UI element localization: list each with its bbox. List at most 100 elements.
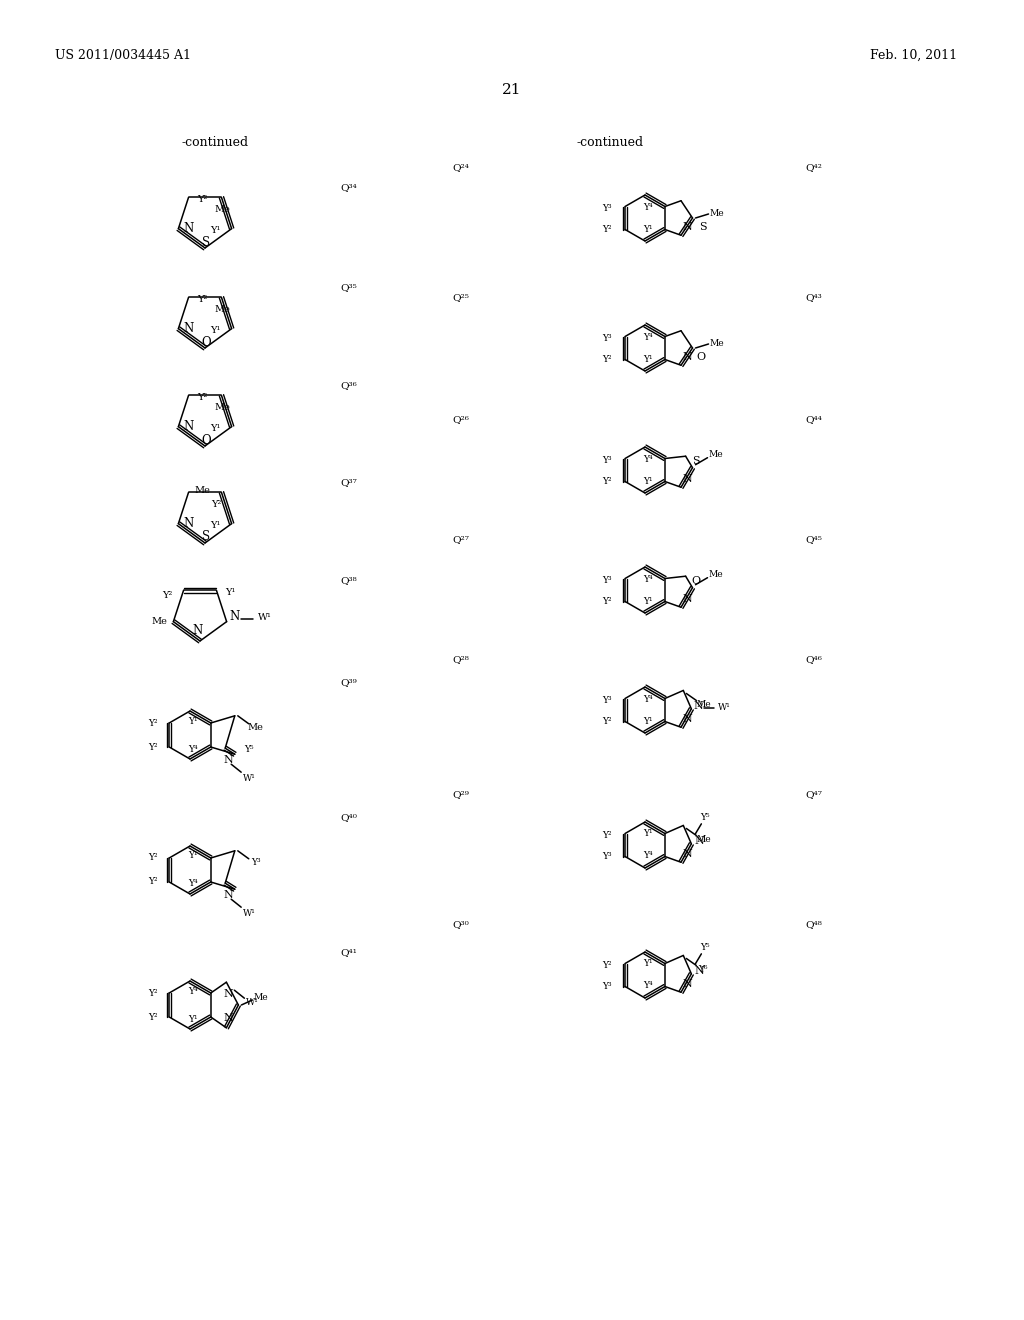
Text: W¹: W¹: [243, 908, 256, 917]
Text: -continued: -continued: [577, 136, 643, 149]
Text: N: N: [694, 966, 705, 975]
Text: Q³⁶: Q³⁶: [340, 381, 356, 391]
Text: Y¹: Y¹: [211, 226, 221, 235]
Text: Y²: Y²: [148, 878, 158, 887]
Text: Y³: Y³: [602, 982, 612, 991]
Text: Y²: Y²: [148, 742, 158, 751]
Text: Y⁴: Y⁴: [643, 574, 653, 583]
Text: Y²: Y²: [602, 832, 612, 840]
Text: Y⁴: Y⁴: [188, 986, 198, 995]
Text: Me: Me: [152, 618, 167, 626]
Text: W¹: W¹: [243, 774, 256, 783]
Text: N: N: [682, 352, 692, 362]
Text: Q⁴⁴: Q⁴⁴: [805, 416, 822, 425]
Text: Y⁴: Y⁴: [188, 744, 198, 754]
Text: N: N: [682, 594, 692, 605]
Text: Y²: Y²: [198, 195, 208, 203]
Text: Q³⁸: Q³⁸: [340, 577, 356, 586]
Text: Y¹: Y¹: [643, 717, 652, 726]
Text: Y⁵: Y⁵: [244, 744, 254, 754]
Text: Me: Me: [214, 403, 230, 412]
Text: Q³⁹: Q³⁹: [340, 678, 356, 688]
Text: Y³: Y³: [602, 334, 612, 343]
Text: Q²⁴: Q²⁴: [452, 164, 469, 173]
Text: Y²: Y²: [602, 961, 612, 970]
Text: Me: Me: [696, 700, 711, 709]
Text: Y¹: Y¹: [211, 521, 221, 531]
Text: O: O: [691, 577, 700, 586]
Text: Y²: Y²: [602, 717, 612, 726]
Text: Q³⁵: Q³⁵: [340, 284, 356, 293]
Text: Y¹: Y¹: [188, 1015, 198, 1023]
Text: Me: Me: [195, 486, 211, 495]
Text: Y²: Y²: [198, 393, 208, 401]
Text: N: N: [682, 714, 692, 725]
Text: Me: Me: [710, 209, 724, 218]
Text: Y²: Y²: [602, 224, 612, 234]
Text: Y⁴: Y⁴: [643, 333, 653, 342]
Text: Y²: Y²: [602, 355, 612, 364]
Text: Q³⁰: Q³⁰: [452, 920, 469, 929]
Text: Y¹: Y¹: [225, 587, 236, 597]
Text: O: O: [201, 335, 211, 348]
Text: N: N: [223, 1012, 233, 1023]
Text: N: N: [183, 517, 194, 531]
Text: Me: Me: [253, 994, 267, 1002]
Text: Y⁵: Y⁵: [700, 813, 711, 822]
Text: Me: Me: [710, 338, 724, 347]
Text: Q⁴⁵: Q⁴⁵: [805, 536, 822, 544]
Text: Q⁴⁸: Q⁴⁸: [805, 920, 822, 929]
Text: W¹: W¹: [718, 704, 731, 713]
Text: Y¹: Y¹: [211, 424, 221, 433]
Text: Y²: Y²: [148, 1012, 158, 1022]
Text: Y²: Y²: [211, 500, 221, 508]
Text: Q⁴¹: Q⁴¹: [340, 949, 357, 957]
Text: Y⁴: Y⁴: [643, 851, 653, 861]
Text: 21: 21: [502, 83, 522, 96]
Text: Y³: Y³: [602, 696, 612, 705]
Text: Y⁴: Y⁴: [643, 694, 653, 704]
Text: Y⁴: Y⁴: [188, 879, 198, 888]
Text: O: O: [201, 433, 211, 446]
Text: Y¹: Y¹: [188, 851, 198, 861]
Text: Y⁶: Y⁶: [698, 965, 708, 974]
Text: Y²: Y²: [163, 591, 173, 599]
Text: Q²⁸: Q²⁸: [452, 656, 469, 664]
Text: Me: Me: [248, 723, 264, 733]
Text: Q⁴⁷: Q⁴⁷: [805, 791, 822, 800]
Text: Y²: Y²: [602, 597, 612, 606]
Text: N: N: [223, 755, 233, 766]
Text: N: N: [183, 322, 194, 335]
Text: W¹: W¹: [246, 998, 259, 1007]
Text: N: N: [223, 989, 233, 999]
Text: N: N: [682, 222, 692, 232]
Text: N: N: [229, 610, 240, 623]
Text: Q²⁹: Q²⁹: [452, 791, 469, 800]
Text: Q³⁷: Q³⁷: [340, 479, 356, 487]
Text: Y²: Y²: [148, 989, 158, 998]
Text: Y¹: Y¹: [643, 477, 652, 486]
Text: Y³: Y³: [602, 576, 612, 585]
Text: Y¹: Y¹: [211, 326, 221, 335]
Text: Y¹: Y¹: [643, 960, 652, 969]
Text: Y³: Y³: [602, 205, 612, 213]
Text: O: O: [696, 352, 706, 362]
Text: Y²: Y²: [148, 718, 158, 727]
Text: Y²: Y²: [602, 477, 612, 486]
Text: Y⁴: Y⁴: [643, 982, 653, 990]
Text: Q²⁷: Q²⁷: [452, 536, 469, 544]
Text: Me: Me: [214, 305, 230, 314]
Text: Y¹: Y¹: [643, 224, 652, 234]
Text: Q²⁵: Q²⁵: [452, 293, 469, 302]
Text: -continued: -continued: [181, 136, 249, 149]
Text: Me: Me: [214, 205, 230, 214]
Text: S: S: [698, 222, 707, 232]
Text: N: N: [183, 222, 194, 235]
Text: N: N: [223, 890, 233, 900]
Text: N: N: [694, 836, 705, 846]
Text: S: S: [202, 531, 210, 544]
Text: N: N: [682, 979, 692, 989]
Text: Y⁵: Y⁵: [700, 944, 711, 952]
Text: Y⁴: Y⁴: [643, 454, 653, 463]
Text: Q²⁶: Q²⁶: [452, 416, 469, 425]
